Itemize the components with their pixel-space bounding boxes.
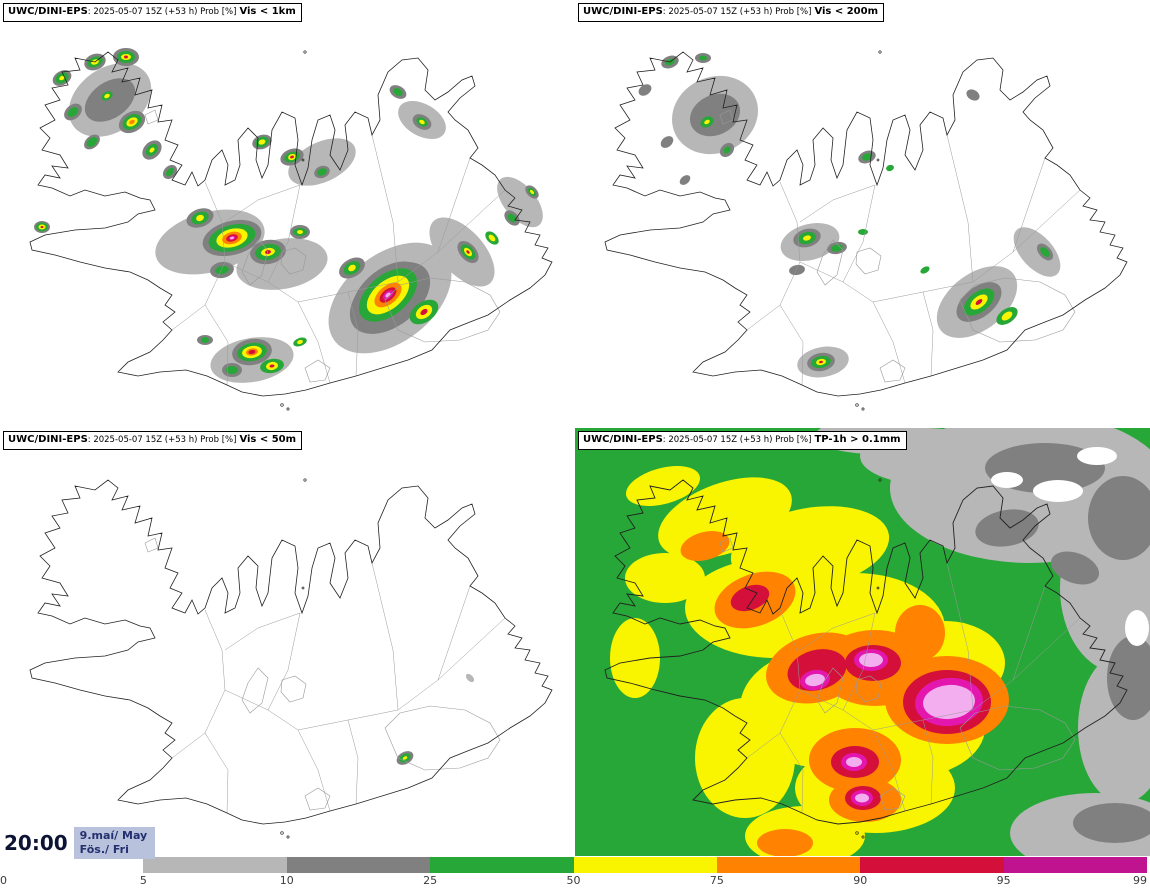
parameter-label: Vis < 1km xyxy=(239,6,296,17)
colorbar xyxy=(0,857,1147,873)
valid-time-block: 20:00 9.maí/ May Fös./ Fri xyxy=(4,827,156,859)
coastline-layer xyxy=(29,478,553,839)
colorbar-tick-label: 90 xyxy=(853,874,868,887)
coastline-layer xyxy=(29,50,553,411)
iceland-coastline xyxy=(604,479,1128,825)
colorbar-tick-label: 50 xyxy=(566,874,581,887)
coastline-layer xyxy=(604,478,1128,839)
probability-spots xyxy=(396,673,475,765)
colorbar-segment xyxy=(430,857,574,873)
iceland-coastline xyxy=(604,51,1128,397)
product-label: UWC/DINI-EPS xyxy=(8,434,88,445)
map-vis-50m xyxy=(0,428,575,856)
colorbar-tick-label: 75 xyxy=(709,874,724,887)
colorbar-tick-label: 25 xyxy=(423,874,438,887)
parameter-label: Vis < 200m xyxy=(814,6,879,17)
panel-tp-1h: UWC/DINI-EPS: 2025-05-07 15Z (+53 h) Pro… xyxy=(575,428,1150,856)
iceland-coastline xyxy=(29,51,553,397)
colorbar-segment xyxy=(1003,857,1147,873)
panel-vis-1km: UWC/DINI-EPS: 2025-05-07 15Z (+53 h) Pro… xyxy=(0,0,575,428)
panel-title: UWC/DINI-EPS: 2025-05-07 15Z (+53 h) Pro… xyxy=(3,3,302,22)
map-vis-200m xyxy=(575,0,1150,428)
weekday-line: Fös./ Fri xyxy=(79,843,129,856)
parameter-label: TP-1h > 0.1mm xyxy=(814,434,901,445)
panel-vis-200m: UWC/DINI-EPS: 2025-05-07 15Z (+53 h) Pro… xyxy=(575,0,1150,428)
colorbar-segment xyxy=(860,857,1004,873)
colorbar-segment xyxy=(0,857,144,873)
panel-title: UWC/DINI-EPS: 2025-05-07 15Z (+53 h) Pro… xyxy=(578,3,885,22)
product-label: UWC/DINI-EPS xyxy=(583,434,663,445)
coastline-layer xyxy=(604,50,1128,411)
panel-title: UWC/DINI-EPS: 2025-05-07 15Z (+53 h) Pro… xyxy=(3,431,303,450)
colorbar-tick-label: 0 xyxy=(0,874,7,887)
colorbar-tick-label: 99 xyxy=(1133,874,1147,887)
run-info: : 2025-05-07 15Z (+53 h) Prob [%] xyxy=(87,7,237,17)
probability-field xyxy=(610,428,1150,856)
colorbar-tick-label: 5 xyxy=(139,874,147,887)
iceland-coastline xyxy=(29,479,553,825)
date-box: 9.maí/ May Fös./ Fri xyxy=(73,827,156,859)
colorbar-strip: 0 5 10 25 50 75 90 95 99 xyxy=(0,856,1150,891)
colorbar-segment xyxy=(716,857,861,873)
colorbar-segment xyxy=(573,857,717,873)
run-info: : 2025-05-07 15Z (+53 h) Prob [%] xyxy=(662,435,812,445)
product-label: UWC/DINI-EPS xyxy=(583,6,663,17)
panel-vis-50m: UWC/DINI-EPS: 2025-05-07 15Z (+53 h) Pro… xyxy=(0,428,575,856)
colorbar-tick-label: 95 xyxy=(996,874,1011,887)
valid-time: 20:00 xyxy=(4,831,68,855)
map-vis-1km xyxy=(0,0,575,428)
product-label: UWC/DINI-EPS xyxy=(8,6,88,17)
colorbar-tick-label: 10 xyxy=(279,874,294,887)
run-info: : 2025-05-07 15Z (+53 h) Prob [%] xyxy=(662,7,812,17)
parameter-label: Vis < 50m xyxy=(239,434,297,445)
colorbar-segment xyxy=(143,857,287,873)
panel-title: UWC/DINI-EPS: 2025-05-07 15Z (+53 h) Pro… xyxy=(578,431,907,450)
colorbar-ticks: 0 5 10 25 50 75 90 95 99 xyxy=(0,874,1147,889)
colorbar-segment xyxy=(286,857,431,873)
date-line: 9.maí/ May xyxy=(79,829,148,842)
run-info: : 2025-05-07 15Z (+53 h) Prob [%] xyxy=(87,435,237,445)
map-tp-1h xyxy=(575,428,1150,856)
probability-spots xyxy=(34,48,543,383)
